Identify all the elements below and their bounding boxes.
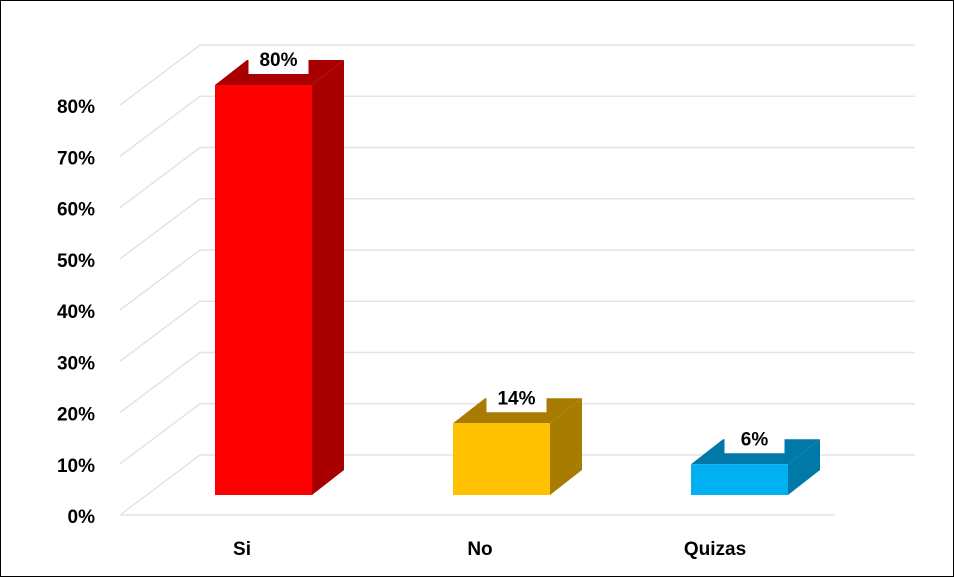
grid-line [119, 300, 915, 362]
y-tick-label: 70% [57, 148, 95, 169]
bar [215, 60, 344, 495]
bar-front [691, 464, 788, 495]
grid-line [119, 351, 915, 414]
bar-front [453, 423, 550, 495]
value-label: 6% [741, 429, 769, 450]
y-tick-label: 30% [57, 353, 95, 374]
grid-line [119, 198, 915, 260]
bar-front [215, 85, 312, 495]
grid-line [119, 146, 915, 209]
bar-side [312, 60, 344, 495]
y-tick-label: 40% [57, 302, 95, 323]
y-tick-label: 80% [57, 97, 95, 118]
x-tick-label: Si [233, 539, 251, 560]
y-tick-label: 50% [57, 251, 95, 272]
grid-line [119, 403, 915, 465]
y-tick-label: 0% [68, 507, 96, 528]
y-tick-label: 20% [57, 405, 95, 426]
bar-side [550, 398, 582, 495]
value-label-box [248, 46, 309, 74]
grid-line [119, 95, 915, 157]
value-label-box [486, 384, 547, 413]
bar-side [788, 439, 820, 495]
value-label-box [724, 425, 785, 454]
grid-line [119, 249, 915, 311]
y-tick-label: 10% [57, 456, 95, 477]
grid-line [119, 44, 915, 106]
grid-line [119, 454, 915, 516]
x-tick-label: No [467, 539, 492, 560]
value-label: 14% [497, 388, 535, 409]
bar [453, 398, 582, 495]
x-tick-label: Quizas [684, 539, 746, 560]
value-label: 80% [259, 50, 297, 71]
y-tick-label: 60% [57, 200, 95, 221]
